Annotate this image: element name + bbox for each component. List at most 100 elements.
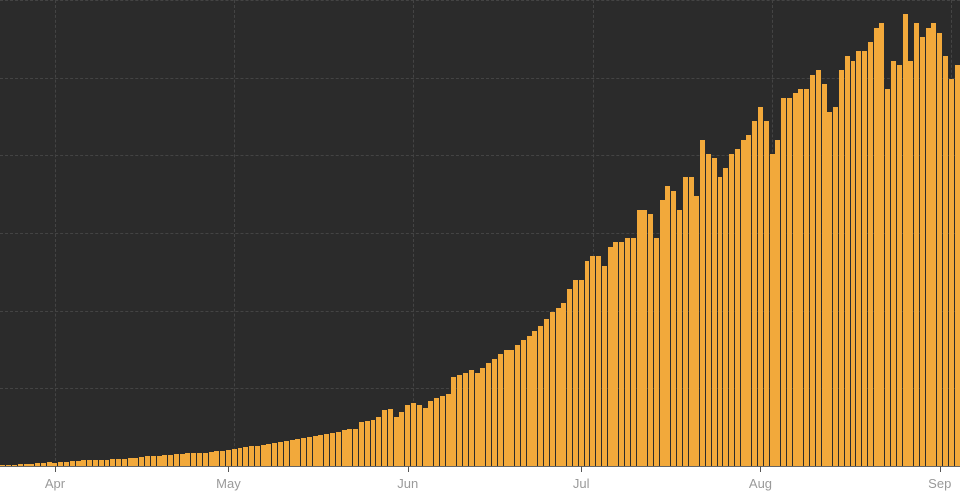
bar [492,359,497,466]
bar [469,370,474,466]
bar [712,158,717,466]
bar [295,439,300,466]
bar [243,447,248,466]
bar [590,256,595,466]
bar [735,149,740,466]
bar [903,14,908,466]
bar [839,70,844,466]
bar [238,448,243,466]
bar [689,177,694,466]
bar [527,336,532,466]
bar [845,56,850,466]
bar [261,445,266,466]
bar [249,446,254,466]
bar [885,89,890,466]
bar [209,452,214,466]
bar [816,70,821,466]
bar [631,238,636,466]
bar [394,417,399,466]
bar [758,107,763,466]
bar [908,61,913,466]
chart-plot-area [0,0,960,466]
bar [139,457,144,466]
bar [654,238,659,466]
x-axis-label: Sep [928,476,951,491]
bar [585,261,590,466]
bar [683,177,688,466]
bar [862,51,867,466]
bar [498,354,503,466]
bar [411,403,416,466]
bar [284,441,289,466]
bar [573,280,578,466]
bar [671,191,676,466]
bar [879,23,884,466]
bar [567,289,572,466]
bar [371,420,376,466]
bar [191,453,196,466]
bar [608,247,613,466]
bar [660,200,665,466]
bar [278,442,283,466]
bar [417,405,422,466]
bar [353,429,358,466]
bar [232,449,237,466]
bar [157,456,162,466]
x-axis-label: Jun [397,476,418,491]
bar [475,373,480,466]
bar [602,266,607,466]
bar [822,84,827,466]
bar [359,422,364,466]
bar [694,196,699,466]
bar [180,454,185,466]
bar [313,436,318,466]
x-axis-label: Jul [573,476,590,491]
bar [723,168,728,466]
bar [405,405,410,466]
bar [619,242,624,466]
bar [914,23,919,466]
bar [897,65,902,466]
x-axis-label: May [216,476,241,491]
bar [185,453,190,466]
bar [376,417,381,466]
x-tick [581,466,582,472]
bar [775,140,780,466]
bar [290,440,295,466]
bar [856,51,861,466]
bar [579,280,584,466]
bar [255,446,260,466]
bar [931,23,936,466]
bar [556,308,561,466]
bar [446,394,451,466]
x-axis: AprMayJunJulAugSep [0,466,960,504]
bar [943,56,948,466]
bar [798,89,803,466]
bar [920,37,925,466]
bar [787,98,792,466]
bar [365,421,370,466]
x-tick [940,466,941,472]
bar [741,140,746,466]
bar [197,453,202,467]
x-tick [760,466,761,472]
bar [538,326,543,466]
bar [550,312,555,466]
bar [174,454,179,466]
bar [457,375,462,466]
bar [729,154,734,466]
bar [955,65,960,466]
bar [162,455,167,466]
bar [949,79,954,466]
bar [874,28,879,466]
bar [642,210,647,466]
bar [665,186,670,466]
bar [532,331,537,466]
bar [596,256,601,466]
bar [561,303,566,466]
bar [330,433,335,466]
bar [677,210,682,466]
bar [440,396,445,466]
bar [423,408,428,466]
bar [388,409,393,466]
